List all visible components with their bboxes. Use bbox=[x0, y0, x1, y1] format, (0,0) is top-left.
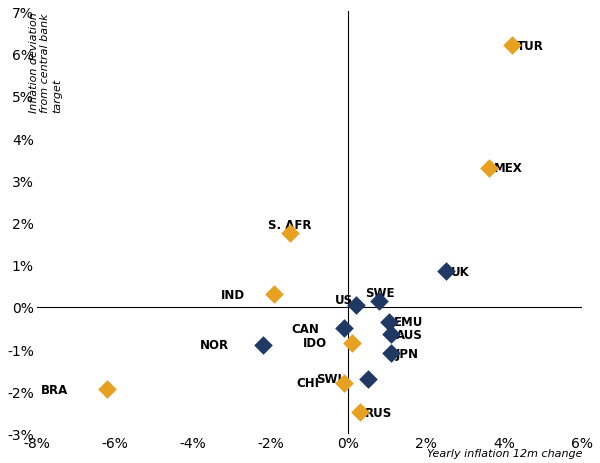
Point bbox=[507, 43, 517, 50]
Text: Inflation deviation
from central bank
target: Inflation deviation from central bank ta… bbox=[29, 13, 62, 113]
Point bbox=[374, 297, 384, 305]
Point bbox=[386, 350, 396, 357]
Point bbox=[441, 268, 451, 275]
Text: IDO: IDO bbox=[303, 337, 327, 350]
Text: SWI: SWI bbox=[317, 372, 343, 385]
Text: TUR: TUR bbox=[517, 40, 544, 53]
Point bbox=[347, 339, 357, 347]
Text: MEX: MEX bbox=[494, 162, 523, 175]
Point bbox=[484, 164, 493, 172]
Text: AUS: AUS bbox=[396, 328, 422, 341]
Point bbox=[285, 230, 295, 237]
Text: EMU: EMU bbox=[394, 315, 423, 328]
Text: CAN: CAN bbox=[291, 322, 319, 335]
Text: S. AFR: S. AFR bbox=[268, 219, 311, 232]
Text: JPN: JPN bbox=[396, 347, 419, 360]
Text: CHI: CHI bbox=[296, 376, 319, 389]
Text: NOR: NOR bbox=[200, 338, 229, 352]
Point bbox=[340, 379, 349, 387]
Point bbox=[269, 291, 279, 298]
Text: Yearly inflation 12m change: Yearly inflation 12m change bbox=[427, 448, 582, 458]
Text: IND: IND bbox=[221, 288, 245, 301]
Text: BRA: BRA bbox=[41, 383, 68, 396]
Point bbox=[385, 318, 394, 325]
Point bbox=[258, 341, 268, 349]
Point bbox=[102, 386, 112, 393]
Text: RUS: RUS bbox=[365, 406, 392, 419]
Text: SWE: SWE bbox=[365, 287, 394, 300]
Point bbox=[386, 331, 396, 338]
Point bbox=[340, 325, 349, 332]
Text: UK: UK bbox=[451, 265, 470, 278]
Point bbox=[355, 409, 365, 416]
Point bbox=[351, 301, 361, 309]
Text: US: US bbox=[335, 294, 353, 307]
Point bbox=[363, 375, 373, 382]
